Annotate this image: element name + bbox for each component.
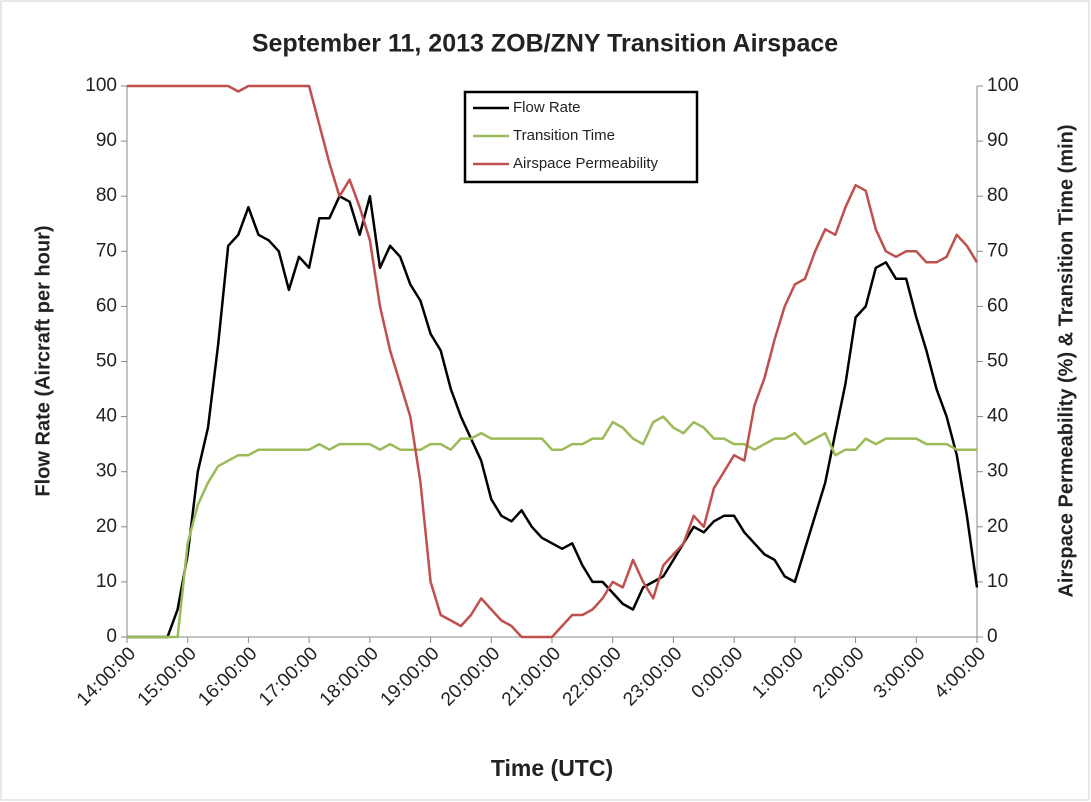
y-tick-label: 20: [96, 516, 117, 537]
y2-tick-label: 90: [987, 130, 1008, 151]
chart-title: September 11, 2013 ZOB/ZNY Transition Ai…: [252, 30, 838, 58]
y2-tick-label: 0: [987, 626, 998, 647]
y-tick-label: 30: [96, 461, 117, 482]
series-line: [127, 194, 979, 639]
y2-tick-label: 70: [987, 240, 1008, 261]
y-tick-label: 100: [85, 75, 117, 96]
series-line: [127, 84, 979, 639]
y2-tick-label: 10: [987, 571, 1008, 592]
y-tick-label: 0: [106, 626, 117, 647]
y-tick-label: 80: [96, 185, 117, 206]
y2-tick-label: 60: [987, 295, 1008, 316]
legend-label: Flow Rate: [513, 99, 581, 116]
y2-tick-label: 20: [987, 516, 1008, 537]
legend-label: Transition Time: [513, 127, 615, 144]
y2-tick-label: 30: [987, 461, 1008, 482]
series-line: [127, 415, 977, 639]
y-tick-label: 10: [96, 571, 117, 592]
y2-axis-label: Airspace Permeability (%) & Transition T…: [1055, 124, 1077, 597]
y-tick-label: 60: [96, 295, 117, 316]
y-tick-label: 70: [96, 240, 117, 261]
y-tick-label: 50: [96, 351, 117, 372]
y2-tick-label: 40: [987, 406, 1008, 427]
y-axis-label: Flow Rate (Aircraft per hour): [32, 225, 54, 496]
legend-label: Airspace Permeability: [513, 155, 659, 172]
y2-tick-label: 80: [987, 185, 1008, 206]
y-tick-label: 40: [96, 406, 117, 427]
y2-tick-label: 100: [987, 75, 1019, 96]
y-tick-label: 90: [96, 130, 117, 151]
y2-tick-label: 50: [987, 351, 1008, 372]
x-axis-label: Time (UTC): [491, 755, 613, 781]
